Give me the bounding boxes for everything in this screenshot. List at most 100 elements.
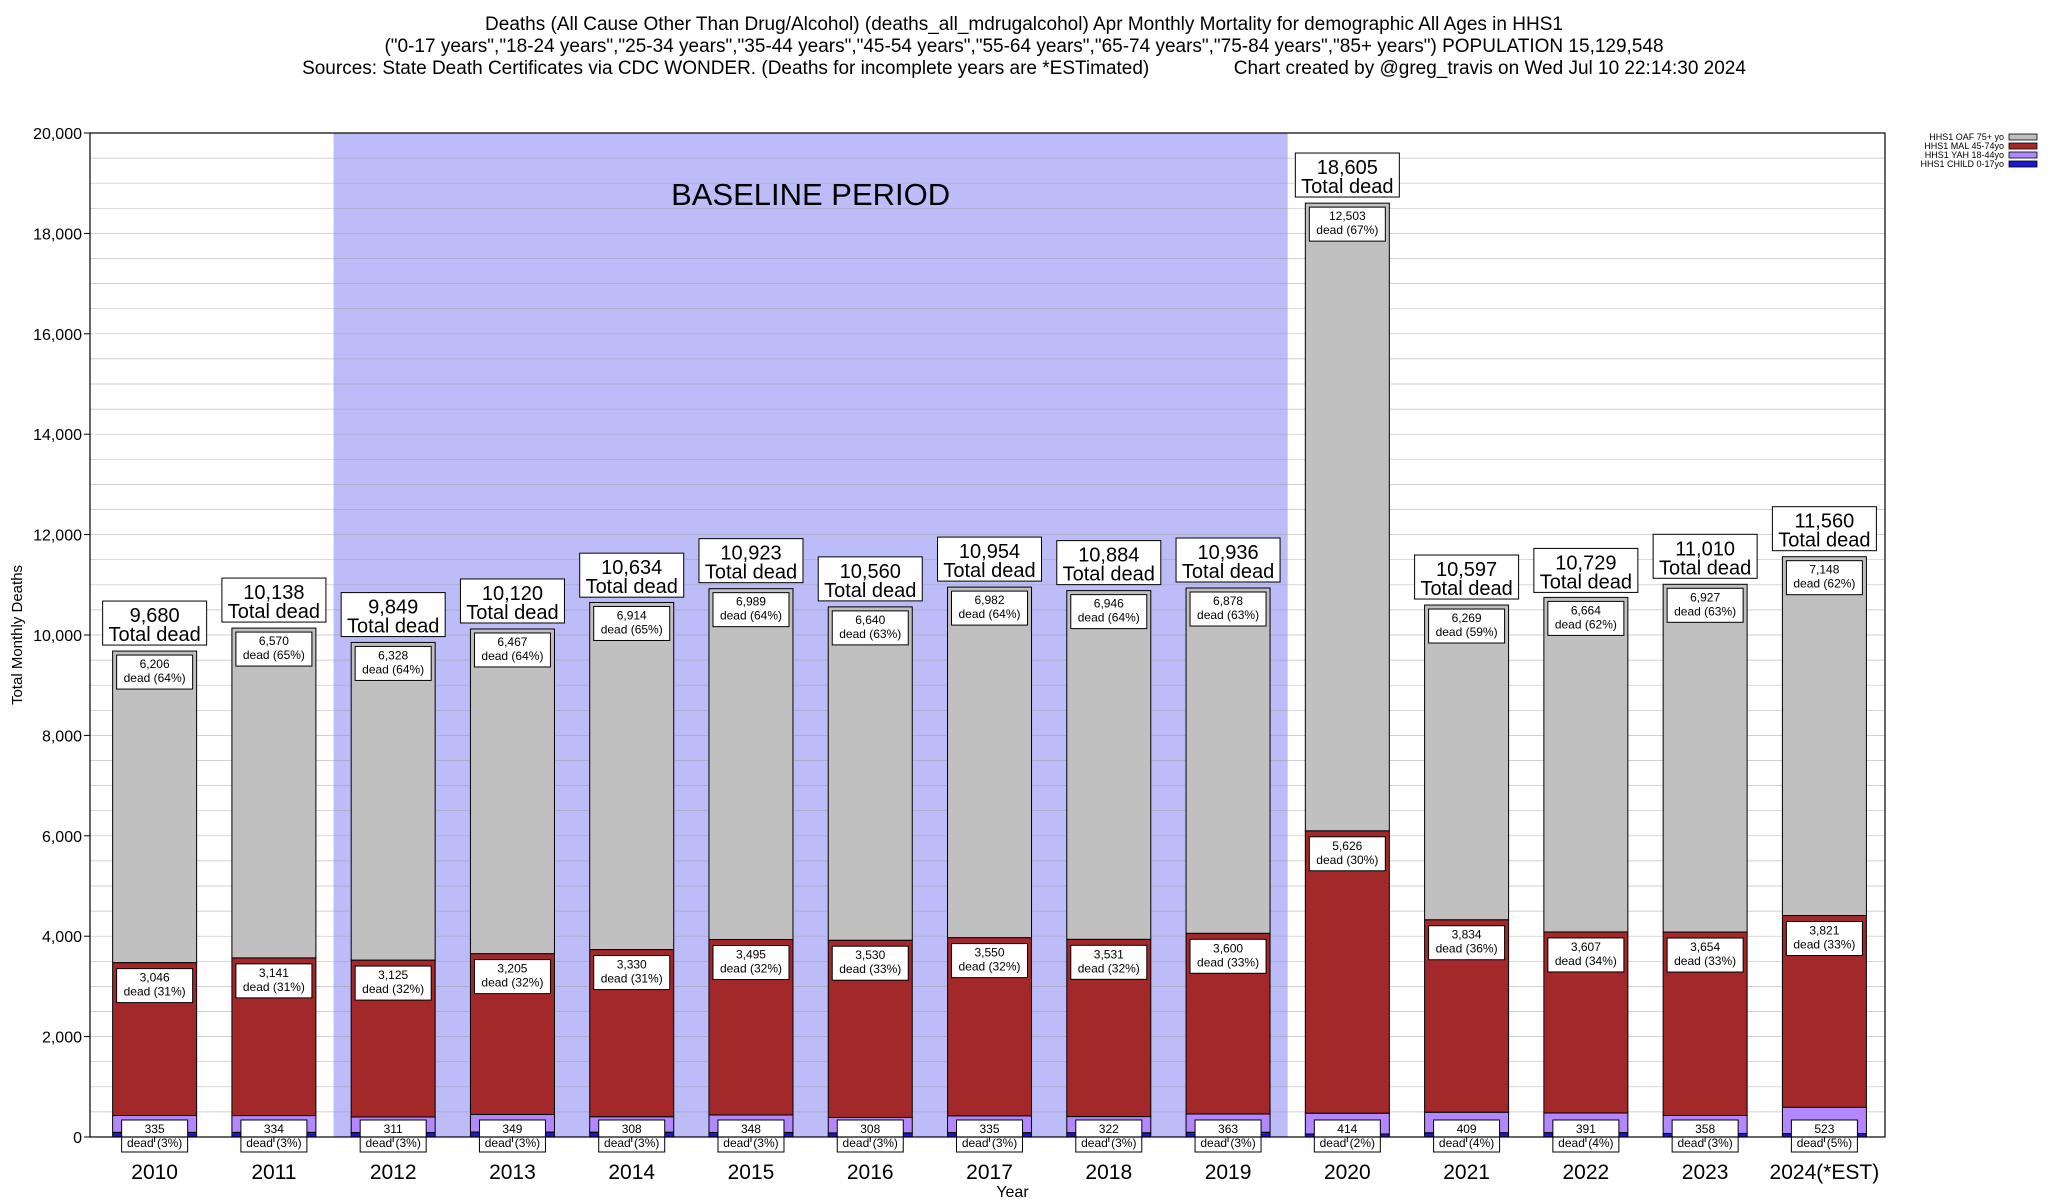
oaf-label-11-text: 6,269 [1452, 611, 1482, 625]
chart-title: Deaths (All Cause Other Than Drug/Alcoho… [485, 14, 1563, 35]
yah-label-1-box [240, 1119, 308, 1153]
mal-label-13-text: dead (33%) [1674, 954, 1736, 968]
yah-label-14-text: dead (5%) [1797, 1136, 1852, 1150]
chart-subtitle-demographics: ("0-17 years","18-24 years","25-34 years… [384, 36, 1664, 57]
oaf-label-13-box [1666, 587, 1744, 623]
legend-label: HHS1 MAL 45-74yo [1924, 141, 2004, 151]
mal-label-7-text: dead (32%) [958, 960, 1020, 974]
total-value-4: 10,634 [601, 557, 662, 579]
mal-label-14-text: 3,821 [1809, 924, 1839, 938]
oaf-label-10-box [1308, 206, 1386, 242]
bar-hhs1-oaf-75-yo-2019 [1185, 587, 1271, 934]
yah-label-7-text: dead (3%) [962, 1136, 1017, 1150]
total-suffix-0: Total dead [108, 624, 200, 646]
mal-label-12-box [1547, 937, 1625, 973]
mal-label-10-text: 5,626 [1332, 839, 1362, 853]
bar-hhs1-oaf-75-yo-2017 [947, 586, 1033, 939]
yah-label-13-text: dead (3%) [1677, 1136, 1732, 1150]
yah-label-3-box [478, 1119, 546, 1153]
oaf-label-14-box [1785, 560, 1863, 596]
y-tick-label: 18,000 [33, 226, 82, 243]
total-value-2: 9,849 [368, 597, 418, 619]
yah-label-0-text: 335 [145, 1122, 165, 1136]
yah-label-12-text: dead (4%) [1558, 1136, 1613, 1150]
mal-label-6-box [831, 945, 909, 981]
plot-frame [89, 132, 1886, 1138]
bar-hhs1-oaf-75-yo-2024est [1781, 556, 1867, 917]
total-label-box-5 [698, 538, 804, 584]
y-tick-label: 4,000 [42, 929, 82, 946]
oaf-label-4-text: dead (65%) [601, 622, 663, 636]
total-label-box-4 [579, 552, 685, 598]
oaf-label-12-text: dead (62%) [1555, 617, 1617, 631]
total-value-6: 10,560 [840, 561, 901, 583]
oaf-label-4-text: 6,914 [617, 608, 647, 622]
legend-label: HHS1 CHILD 0-17yo [1920, 159, 2004, 169]
total-value-9: 10,936 [1197, 542, 1258, 564]
y-tick-label: 12,000 [33, 528, 82, 545]
total-suffix-11: Total dead [1420, 578, 1512, 600]
mal-label-0-box [116, 968, 194, 1004]
chart-subtitle-sources: Sources: State Death Certificates via CD… [0, 58, 2048, 80]
yah-label-7-text: 335 [980, 1122, 1000, 1136]
credit-note: Chart created by @greg_travis on Wed Jul… [1233, 58, 1746, 79]
yah-label-10-text: 414 [1337, 1122, 1357, 1136]
total-suffix-10: Total dead [1301, 176, 1393, 198]
total-value-5: 10,923 [720, 543, 781, 565]
mal-label-1-box [235, 963, 313, 999]
yah-label-11-text: 409 [1457, 1122, 1477, 1136]
mal-label-4-text: dead (31%) [601, 972, 663, 986]
oaf-label-12-box [1547, 600, 1625, 636]
yah-label-8-box [1075, 1119, 1143, 1153]
x-tick-label-2015: 2015 [728, 1161, 775, 1184]
oaf-label-1-text: dead (65%) [243, 648, 305, 662]
y-tick-label: 2,000 [42, 1030, 82, 1047]
mal-label-4-box [593, 955, 671, 991]
yah-label-9-text: dead (3%) [1200, 1136, 1255, 1150]
total-value-13: 11,010 [1675, 538, 1735, 560]
mal-label-9-text: dead (33%) [1197, 955, 1259, 969]
yah-label-4-text: 308 [622, 1122, 642, 1136]
total-label-box-3 [459, 578, 565, 624]
y-tick-label: 14,000 [33, 427, 82, 444]
total-label-box-7 [937, 536, 1043, 582]
oaf-label-5-text: 6,989 [736, 595, 766, 609]
oaf-label-6-box [831, 610, 909, 646]
mal-label-8-text: dead (32%) [1078, 961, 1140, 975]
legend-label: HHS1 OAF 75+ yo [1929, 132, 2004, 142]
x-tick-label-2022: 2022 [1563, 1161, 1610, 1184]
x-axis-label: Year [996, 1184, 1029, 1200]
yah-label-13-box [1671, 1119, 1739, 1153]
mal-label-10-box [1308, 836, 1386, 872]
oaf-label-11-text: dead (59%) [1436, 625, 1498, 639]
mal-label-10-text: dead (30%) [1316, 853, 1378, 867]
legend-swatch [2008, 133, 2038, 141]
oaf-label-5-box [712, 592, 790, 628]
bar-hhs1-oaf-75-yo-2010 [112, 650, 198, 964]
x-tick-label-2012: 2012 [370, 1161, 417, 1184]
oaf-label-7-text: dead (64%) [958, 607, 1020, 621]
bar-hhs1-oaf-75-yo-2016 [827, 606, 913, 941]
bar-hhs1-oaf-75-yo-2018 [1066, 590, 1152, 940]
x-tick-label-2018: 2018 [1085, 1161, 1132, 1184]
oaf-label-8-box [1070, 594, 1148, 630]
oaf-label-0-text: 6,206 [140, 657, 170, 671]
mal-label-12-text: 3,607 [1571, 940, 1601, 954]
mal-label-13-text: 3,654 [1690, 940, 1720, 954]
x-tick-label-2021: 2021 [1443, 1161, 1490, 1184]
total-suffix-6: Total dead [824, 580, 916, 602]
oaf-label-10-text: dead (67%) [1316, 223, 1378, 237]
mal-label-3-text: 3,205 [497, 962, 527, 976]
x-tick-label-2014: 2014 [608, 1161, 655, 1184]
yah-label-0-box [121, 1119, 189, 1153]
oaf-label-10-text: 12,503 [1329, 209, 1366, 223]
oaf-label-11-box [1428, 608, 1506, 644]
yah-label-4-box [598, 1119, 666, 1153]
yah-label-10-box [1313, 1119, 1381, 1153]
bar-hhs1-oaf-75-yo-2022 [1543, 596, 1629, 933]
mal-label-5-text: dead (32%) [720, 962, 782, 976]
yah-label-6-text: 308 [860, 1122, 880, 1136]
mal-label-12-text: dead (34%) [1555, 954, 1617, 968]
mal-label-11-text: dead (36%) [1436, 942, 1498, 956]
mal-label-14-box [1785, 921, 1863, 957]
